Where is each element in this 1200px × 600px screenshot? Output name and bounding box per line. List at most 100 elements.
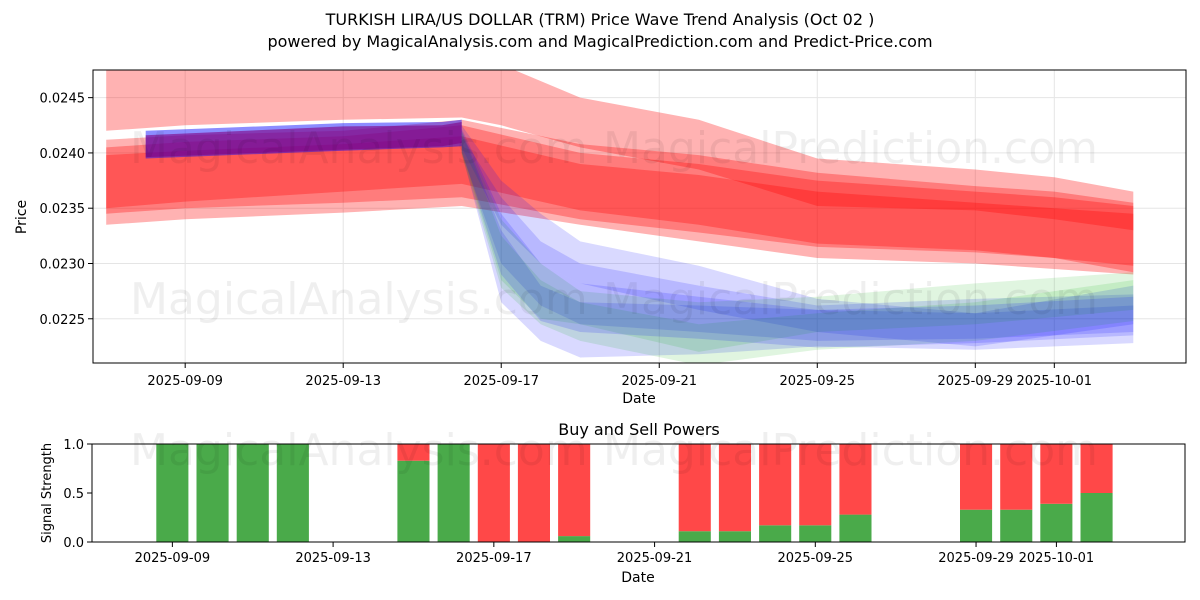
power-bar-group: [236, 444, 269, 542]
buy-power-bar: [799, 525, 832, 542]
power-x-tick-label: 2025-10-01: [1019, 551, 1095, 566]
sell-power-bar: [1000, 444, 1033, 510]
power-bar-group: [477, 444, 510, 542]
power-bar-group: [437, 444, 470, 542]
power-bar-group: [276, 444, 309, 542]
sell-power-bar: [839, 444, 872, 515]
power-bar-group: [759, 444, 792, 542]
sell-power-bar: [678, 444, 711, 532]
power-bar-group: [799, 444, 832, 542]
buy-power-bar: [437, 444, 470, 542]
power-bar-group: [156, 444, 189, 542]
price-x-tick-label: 2025-10-01: [1017, 374, 1093, 389]
buy-power-bar: [196, 444, 229, 542]
power-y-ticks: 0.0 0.5 1.0: [63, 438, 92, 551]
buy-power-bar: [1000, 509, 1033, 542]
watermark-analysis-top: MagicalAnalysis.com: [130, 123, 588, 174]
price-band-2: [106, 125, 1134, 275]
price-band-8: [461, 125, 1134, 347]
price-panel: MagicalAnalysis.com MagicalPrediction.co…: [14, 69, 1187, 407]
price-x-ticks: 2025-09-09 2025-09-13 2025-09-17 2025-09-21…: [147, 363, 1092, 389]
price-y-tick-label: 0.0235: [40, 202, 86, 217]
price-x-tick-label: 2025-09-25: [779, 374, 855, 389]
power-y-tick-label: 0.0: [63, 536, 84, 551]
price-x-label: Date: [622, 391, 655, 407]
sell-power-bar: [477, 444, 510, 542]
sell-power-bar: [517, 444, 550, 542]
buy-power-bar: [1080, 493, 1113, 542]
price-band-3: [106, 136, 1134, 266]
power-bar-group: [1000, 444, 1033, 542]
power-bar-group: [517, 444, 550, 542]
power-x-ticks: 2025-09-09 2025-09-13 2025-09-17 2025-09-21…: [135, 542, 1095, 566]
sell-power-bar: [759, 444, 792, 526]
price-grid: [93, 70, 1186, 363]
sell-power-bar: [397, 444, 430, 461]
power-bar-group: [718, 444, 751, 542]
power-x-tick-label: 2025-09-13: [295, 551, 371, 566]
buy-power-bar: [839, 514, 872, 542]
price-y-tick-label: 0.0240: [40, 147, 86, 162]
buy-power-bar: [236, 444, 269, 542]
power-x-tick-label: 2025-09-09: [135, 551, 211, 566]
sell-power-bar: [1040, 444, 1073, 504]
chart-title-line2: powered by MagicalAnalysis.com and Magic…: [267, 32, 932, 51]
watermark-prediction-top: MagicalPrediction.com: [603, 123, 1098, 174]
buy-power-bar: [678, 531, 711, 542]
sell-power-bar: [1080, 444, 1113, 493]
power-x-label: Date: [621, 570, 654, 586]
sell-power-bar: [960, 444, 993, 510]
price-band-6: [461, 130, 1134, 358]
price-x-tick-label: 2025-09-13: [305, 374, 381, 389]
watermark-prediction-mid: MagicalPrediction.com: [603, 274, 1098, 325]
buy-power-bar: [1040, 503, 1073, 542]
price-bands: [106, 70, 1134, 363]
price-x-tick-label: 2025-09-29: [938, 374, 1014, 389]
power-bar-group: [397, 444, 430, 542]
sell-power-bar: [799, 444, 832, 526]
price-y-ticks: 0.0225 0.0230 0.0235 0.0240 0.0245: [40, 92, 93, 328]
power-x-tick-label: 2025-09-17: [456, 551, 532, 566]
power-bar-group: [960, 444, 993, 542]
price-x-tick-label: 2025-09-17: [463, 374, 539, 389]
buy-power-bar: [759, 525, 792, 542]
price-y-label: Price: [14, 200, 30, 234]
price-band-0: [106, 70, 1134, 231]
buy-power-bar: [960, 509, 993, 542]
sell-power-bar: [718, 444, 751, 532]
price-plot-frame: [92, 69, 1187, 364]
power-bar-group: [196, 444, 229, 542]
power-bar-group: [1040, 444, 1073, 542]
price-x-tick-label: 2025-09-09: [147, 374, 223, 389]
buy-power-bar: [718, 531, 751, 542]
buy-power-bar: [276, 444, 309, 542]
buy-power-bar: [558, 536, 591, 542]
buy-power-bar: [156, 444, 189, 542]
price-band-5: [145, 122, 462, 158]
power-bar-group: [678, 444, 711, 542]
price-y-tick-label: 0.0230: [40, 257, 86, 272]
price-y-tick-label: 0.0225: [40, 313, 86, 328]
power-y-label: Signal Strength: [40, 443, 55, 543]
price-plot-area: [93, 70, 1186, 363]
sell-power-bar: [558, 444, 591, 537]
price-y-tick-label: 0.0245: [40, 92, 86, 107]
buy-power-bar: [397, 460, 430, 542]
chart-title-line1: TURKISH LIRA/US DOLLAR (TRM) Price Wave …: [325, 10, 875, 29]
price-band-10: [461, 133, 1134, 363]
power-x-tick-label: 2025-09-21: [617, 551, 693, 566]
price-x-tick-label: 2025-09-21: [621, 374, 697, 389]
watermark-prediction-bottom: MagicalPrediction.com: [603, 425, 1098, 476]
price-band-9: [461, 130, 1134, 352]
power-x-tick-label: 2025-09-29: [938, 551, 1014, 566]
power-panel: Buy and Sell Powers MagicalAnalysis.com …: [40, 420, 1186, 586]
power-title: Buy and Sell Powers: [558, 420, 720, 439]
power-x-tick-label: 2025-09-25: [778, 551, 854, 566]
power-bars: [156, 444, 1113, 542]
watermark-analysis-mid: MagicalAnalysis.com: [130, 274, 588, 325]
price-band-11: [461, 128, 1134, 348]
power-bar-group: [558, 444, 591, 542]
power-bar-group: [1080, 444, 1113, 542]
power-y-tick-label: 0.5: [63, 487, 84, 502]
